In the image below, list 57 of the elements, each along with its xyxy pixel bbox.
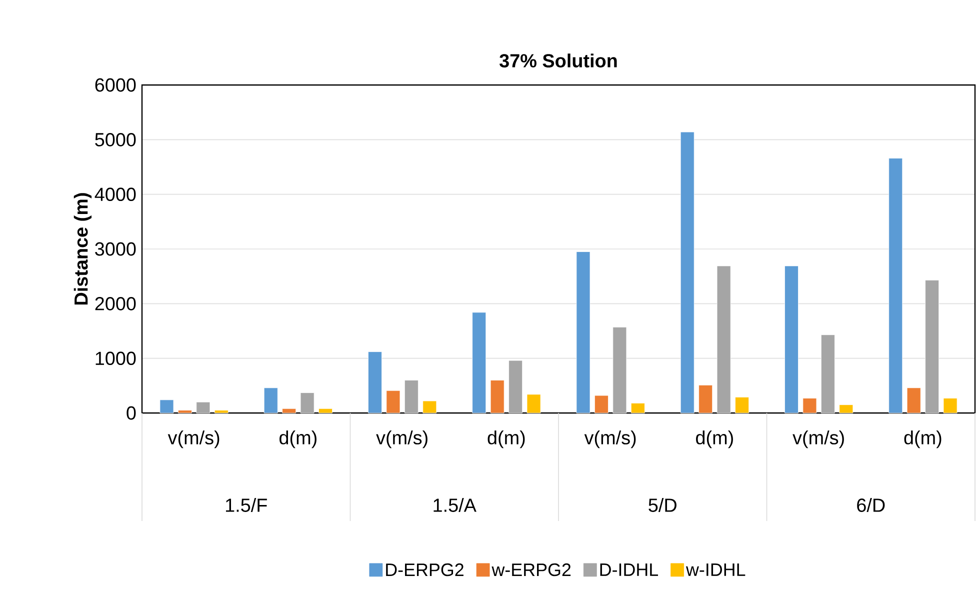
- bar: [214, 410, 228, 414]
- bar: [820, 334, 835, 414]
- bar: [802, 398, 817, 414]
- text: 6/D: [857, 498, 885, 512]
- bar: [839, 404, 854, 414]
- y-tick-label: 5000: [95, 132, 136, 146]
- bar: [282, 408, 296, 414]
- bar: [472, 312, 486, 414]
- legend-label: D-IDHL: [600, 564, 658, 576]
- x-tick-label: d(m): [280, 430, 316, 448]
- bar: [386, 390, 400, 414]
- bar: [906, 388, 921, 414]
- x-tick-label: v(m/s): [584, 430, 636, 448]
- bar: [196, 402, 210, 414]
- y-axis-title: Distance (m): [74, 193, 92, 305]
- text: 1.5/A: [434, 498, 476, 512]
- y-tick-label: 1000: [96, 352, 136, 366]
- bar: [784, 266, 798, 414]
- y-tick-label: 6000: [95, 78, 136, 92]
- bar: [594, 395, 608, 414]
- legend-label: w-IDHL: [686, 564, 746, 576]
- bar: [404, 380, 418, 414]
- text: 5/D: [648, 498, 676, 512]
- bar: [630, 402, 645, 414]
- bar: [612, 326, 627, 414]
- bar: [735, 396, 749, 414]
- bar: [576, 252, 590, 414]
- bar: [508, 360, 523, 414]
- bar: [422, 400, 437, 414]
- y-tick-label: 2000: [95, 296, 136, 310]
- bar: [368, 352, 382, 414]
- y-tick-label: 0: [126, 406, 136, 420]
- legend-label: D-ERPG2: [386, 563, 464, 576]
- x-tick-label: d(m): [488, 430, 525, 448]
- x-tick-label: d(m): [904, 430, 942, 448]
- bar: [680, 132, 694, 414]
- bar: [943, 398, 958, 414]
- x-tick-label: v(m/s): [376, 430, 428, 448]
- y-tick-label: 4000: [94, 188, 136, 202]
- bar: [490, 380, 504, 414]
- legend-label: w-ERPG2: [492, 563, 571, 576]
- text: 1.5/F: [226, 498, 267, 512]
- bar: [526, 394, 541, 414]
- chart-title: 37% Solution: [500, 54, 617, 68]
- bar: [178, 410, 192, 414]
- x-tick-label: d(m): [696, 430, 733, 448]
- bar: [716, 266, 731, 414]
- bar: [160, 400, 174, 414]
- bar: [698, 384, 713, 414]
- x-tick-label: v(m/s): [168, 430, 220, 448]
- bar: [888, 158, 903, 414]
- bar: [925, 280, 940, 414]
- bar: [300, 392, 314, 414]
- x-tick-label: v(m/s): [792, 430, 844, 448]
- bar: [318, 408, 332, 414]
- bar: [264, 388, 278, 414]
- y-tick-label: 3000: [95, 242, 136, 256]
